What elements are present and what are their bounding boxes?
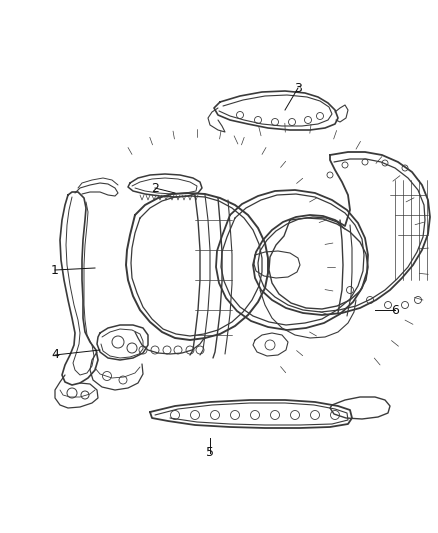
Text: 2: 2 xyxy=(151,182,159,195)
Text: 1: 1 xyxy=(51,263,59,277)
Text: 3: 3 xyxy=(294,82,302,94)
Text: 5: 5 xyxy=(206,447,214,459)
Text: 6: 6 xyxy=(391,303,399,317)
Text: 4: 4 xyxy=(51,349,59,361)
